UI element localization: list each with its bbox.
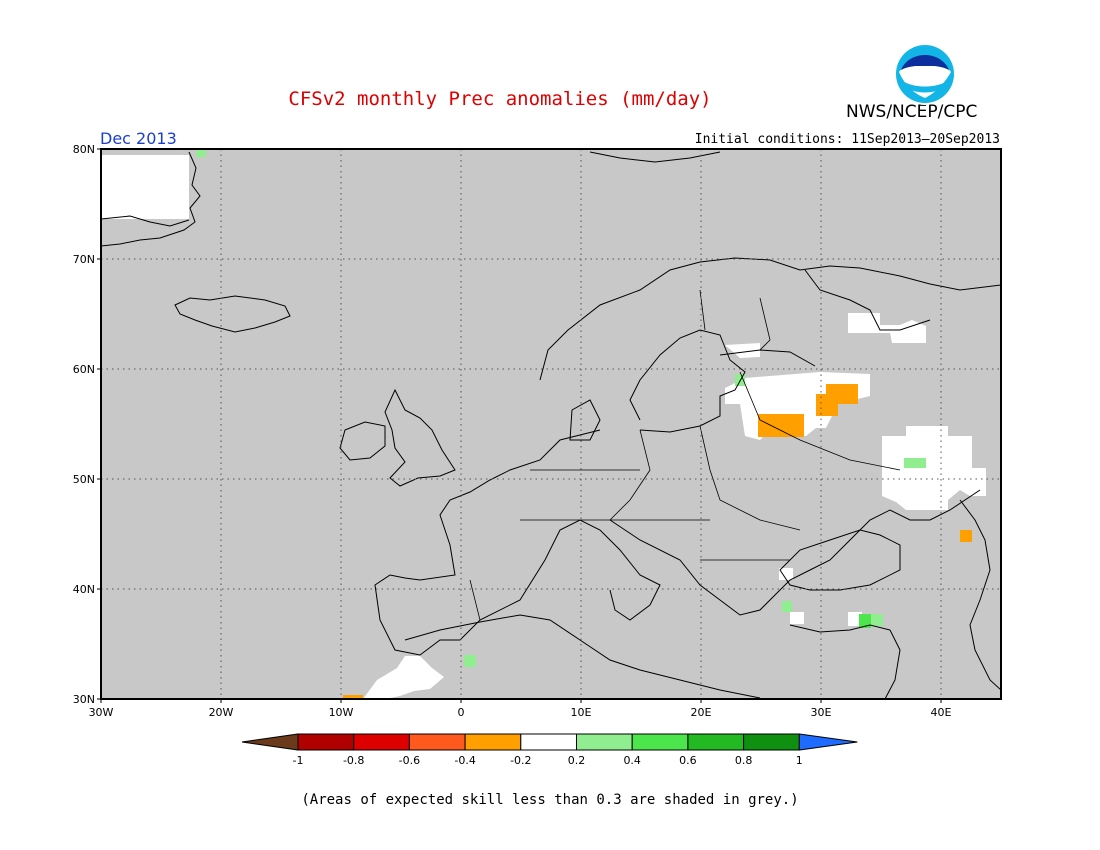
skill-note: (Areas of expected skill less than 0.3 a… xyxy=(301,792,799,808)
colorbar-tick-label: 0.8 xyxy=(735,754,753,767)
anomaly-cell xyxy=(960,530,972,542)
lon-label: 30E xyxy=(811,706,832,719)
anomaly-cell xyxy=(464,655,476,667)
lat-label: 40N xyxy=(73,583,95,596)
anomaly-cell xyxy=(196,150,206,157)
colorbar-segment xyxy=(743,733,800,751)
latitude-labels: 30N 40N 50N 60N 70N 80N xyxy=(73,143,101,706)
colorbar-tick-label: 0.2 xyxy=(568,754,586,767)
lon-label: 0 xyxy=(458,706,465,719)
anomaly-cell xyxy=(343,695,363,699)
colorbar-tick-label: -0.4 xyxy=(454,754,475,767)
lon-label: 40E xyxy=(931,706,952,719)
anomaly-cell xyxy=(826,384,858,404)
anomaly-cell xyxy=(782,601,792,612)
longitude-labels: 30W 20W 10W 0 10E 20E 30E 40E xyxy=(89,699,952,719)
anomaly-cell xyxy=(758,414,804,437)
colorbar-segment xyxy=(631,733,689,751)
lon-label: 10W xyxy=(329,706,354,719)
lat-label: 70N xyxy=(73,253,95,266)
colorbar xyxy=(241,733,858,751)
lat-label: 50N xyxy=(73,473,95,486)
colorbar-segment xyxy=(687,733,745,751)
colorbar-tick-label: 1 xyxy=(796,754,803,767)
colorbar-tick-label: 0.6 xyxy=(679,754,697,767)
initial-conditions: Initial conditions: 11Sep2013–20Sep2013 xyxy=(694,132,1000,147)
coastlines xyxy=(101,151,1001,699)
graticule xyxy=(101,149,1001,699)
map-frame xyxy=(100,148,1002,700)
anomaly-cell xyxy=(904,458,926,468)
map-title: CFSv2 monthly Prec anomalies (mm/day) xyxy=(288,88,712,110)
colorbar-segment xyxy=(576,733,633,751)
colorbar-arrow-high xyxy=(798,733,858,751)
colorbar-tick-label: -0.6 xyxy=(399,754,420,767)
lon-label: 30W xyxy=(89,706,114,719)
noaa-logo-icon xyxy=(894,43,956,105)
colorbar-segment xyxy=(297,733,355,751)
anomaly-cell xyxy=(871,614,883,626)
lon-label: 10E xyxy=(571,706,592,719)
colorbar-tick-label: -0.8 xyxy=(343,754,364,767)
lat-label: 60N xyxy=(73,363,95,376)
lat-label: 30N xyxy=(73,693,95,706)
agency-label: NWS/NCEP/CPC xyxy=(846,102,978,122)
borders xyxy=(469,289,901,621)
anomaly-cells xyxy=(196,150,972,699)
colorbar-tick-label: -0.2 xyxy=(510,754,531,767)
colorbar-segment xyxy=(353,733,410,751)
colorbar-arrow-low xyxy=(241,733,299,751)
colorbar-tick-labels: -1 -0.8 -0.6 -0.4 -0.2 0.2 0.4 0.6 0.8 1 xyxy=(293,754,803,767)
lon-label: 20E xyxy=(691,706,712,719)
lat-label: 80N xyxy=(73,143,95,156)
anomaly-cell xyxy=(859,614,871,628)
colorbar-tick-label: 0.4 xyxy=(623,754,641,767)
map-background xyxy=(101,149,1001,699)
colorbar-segment xyxy=(408,733,466,751)
lon-label: 20W xyxy=(209,706,234,719)
forecast-month: Dec 2013 xyxy=(100,129,177,148)
colorbar-segment xyxy=(520,733,577,751)
colorbar-tick-label: -1 xyxy=(293,754,304,767)
colorbar-segment xyxy=(464,733,522,751)
